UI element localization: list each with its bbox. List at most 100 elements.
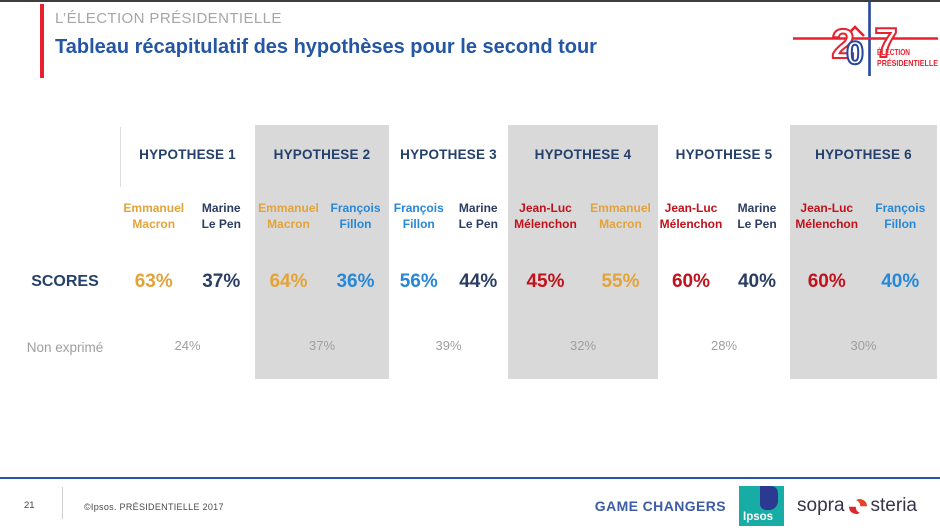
candidate-last-name: Fillon [339,216,372,231]
sopra-text: sopra [797,495,845,516]
scores-row: 56% 44% [389,271,508,293]
scores-row: 60% 40% [790,271,937,293]
logo-digit-7: 7 [874,19,897,66]
candidate-first-name: François [393,201,444,215]
footer-rule [0,477,940,479]
candidate-name: Jean-Luc Mélenchon [790,201,864,233]
candidate-first-name: Jean-Luc [664,201,718,215]
page-number: 21 [24,500,35,511]
candidate-first-name: Emmanuel [258,201,319,215]
footer-divider [62,487,63,519]
candidate-name: Emmanuel Macron [120,201,188,233]
candidate-last-name: Le Pen [737,216,777,231]
row-label-scores: SCORES [31,273,99,290]
candidate-last-name: Mélenchon [514,216,577,231]
candidate-first-name: Emmanuel [123,201,185,215]
hypothesis-label: HYPOTHESE 1 [139,147,236,162]
candidate-names-row: François Fillon Marine Le Pen [389,201,508,233]
candidate-first-name: Marine [458,201,498,215]
candidate-last-name: Macron [599,216,642,231]
candidate-first-name: Jean-Luc [519,201,572,215]
sopra-steria-logo: sopra steria [797,495,917,517]
score-value: 64% [269,271,308,292]
candidate-name: François Fillon [322,201,389,233]
candidate-first-name: Jean-Luc [800,201,854,215]
ipsos-logo-text: Ipsos [743,511,773,523]
hypothesis-label: HYPOTHESE 3 [400,147,497,162]
hypothesis-column-5: HYPOTHESE 5 Jean-Luc Mélenchon Marine Le… [658,125,790,379]
scores-row: 63% 37% [120,271,255,293]
non-exprime-value: 30% [850,338,877,353]
candidate-first-name: Marine [201,201,241,215]
candidate-names-row: Emmanuel Macron Marine Le Pen [120,201,255,233]
candidate-last-name: Le Pen [458,216,498,231]
candidate-name: Jean-Luc Mélenchon [508,201,583,233]
row-label-non-exprime: Non exprimé [26,340,104,355]
candidate-names-row: Emmanuel Macron François Fillon [255,201,389,233]
hypothesis-column-2: HYPOTHESE 2 Emmanuel Macron François Fil… [255,125,389,379]
candidate-last-name: Fillon [402,216,435,231]
candidate-first-name: Marine [737,201,777,215]
ipsos-logo-icon: Ipsos [739,486,784,526]
candidate-last-name: Mélenchon [659,216,723,231]
non-exprime-value: 28% [710,338,738,353]
score-value: 36% [336,271,375,292]
logo-text-presidentielle: PRÉSIDENTIELLE [877,58,938,68]
score-value: 60% [807,271,846,292]
steria-text: steria [870,495,917,516]
candidate-first-name: François [875,201,926,215]
candidate-name: Marine Le Pen [449,201,509,233]
non-exprime-value: 32% [569,338,597,353]
scores-row: 60% 40% [658,271,790,293]
score-value: 45% [526,271,565,292]
scores-row: 45% 55% [508,271,658,293]
candidate-name: Marine Le Pen [188,201,256,233]
candidate-name: Marine Le Pen [724,201,790,233]
candidate-last-name: Mélenchon [795,216,859,231]
candidate-last-name: Le Pen [201,216,241,231]
hypothesis-column-1: HYPOTHESE 1 Emmanuel Macron Marine Le Pe… [120,125,255,379]
hypothesis-column-4: HYPOTHESE 4 Jean-Luc Mélenchon Emmanuel … [508,125,658,379]
logo-digit-2: 2 [831,20,854,67]
score-value: 60% [671,271,711,292]
hypothesis-column-3: HYPOTHESE 3 François Fillon Marine Le Pe… [389,125,508,379]
score-value: 44% [459,271,498,292]
logo-digit-0: 0 [846,35,864,71]
sopra-steria-swirl-icon [848,498,867,514]
candidate-names-row: Jean-Luc Mélenchon François Fillon [790,201,937,233]
accent-bar [40,4,44,78]
score-value: 63% [134,271,173,292]
page-title: Tableau récapitulatif des hypothèses pou… [55,36,597,58]
candidate-first-name: François [330,201,381,215]
candidate-name: Emmanuel Macron [583,201,658,233]
top-rule [0,0,940,2]
candidate-name: Emmanuel Macron [255,201,322,233]
section-kicker: L’ÉLECTION PRÉSIDENTIELLE [55,10,282,27]
candidate-last-name: Macron [267,216,310,231]
candidate-name: François Fillon [864,201,938,233]
non-exprime-value: 39% [435,338,462,353]
score-value: 40% [737,271,777,292]
hypothesis-label: HYPOTHESE 2 [273,147,371,162]
footer-logos: GAME CHANGERS Ipsos sopra steria [595,484,917,528]
game-changers-tagline: GAME CHANGERS [594,498,726,514]
hypothesis-label: HYPOTHESE 5 [675,147,773,162]
score-value: 40% [881,271,920,292]
candidate-name: François Fillon [389,201,449,233]
logo-text-election: ÉLECTION [877,47,910,57]
candidate-names-row: Jean-Luc Mélenchon Emmanuel Macron [508,201,658,233]
scores-row: 64% 36% [255,271,389,293]
hypothesis-label: HYPOTHESE 4 [534,147,632,162]
candidate-names-row: Jean-Luc Mélenchon Marine Le Pen [658,201,790,233]
score-value: 56% [399,271,438,292]
score-value: 55% [601,271,640,292]
score-value: 37% [202,271,241,292]
candidate-name: Jean-Luc Mélenchon [658,201,724,233]
hypothesis-column-6: HYPOTHESE 6 Jean-Luc Mélenchon François … [790,125,937,379]
election-2017-logo-icon: 2 0 7 ÉLECTION PRÉSIDENTIELLE [793,2,938,76]
non-exprime-value: 37% [308,338,336,353]
table-left-rule [120,127,121,187]
hypothesis-label: HYPOTHESE 6 [815,147,912,162]
candidate-first-name: Emmanuel [590,201,651,215]
